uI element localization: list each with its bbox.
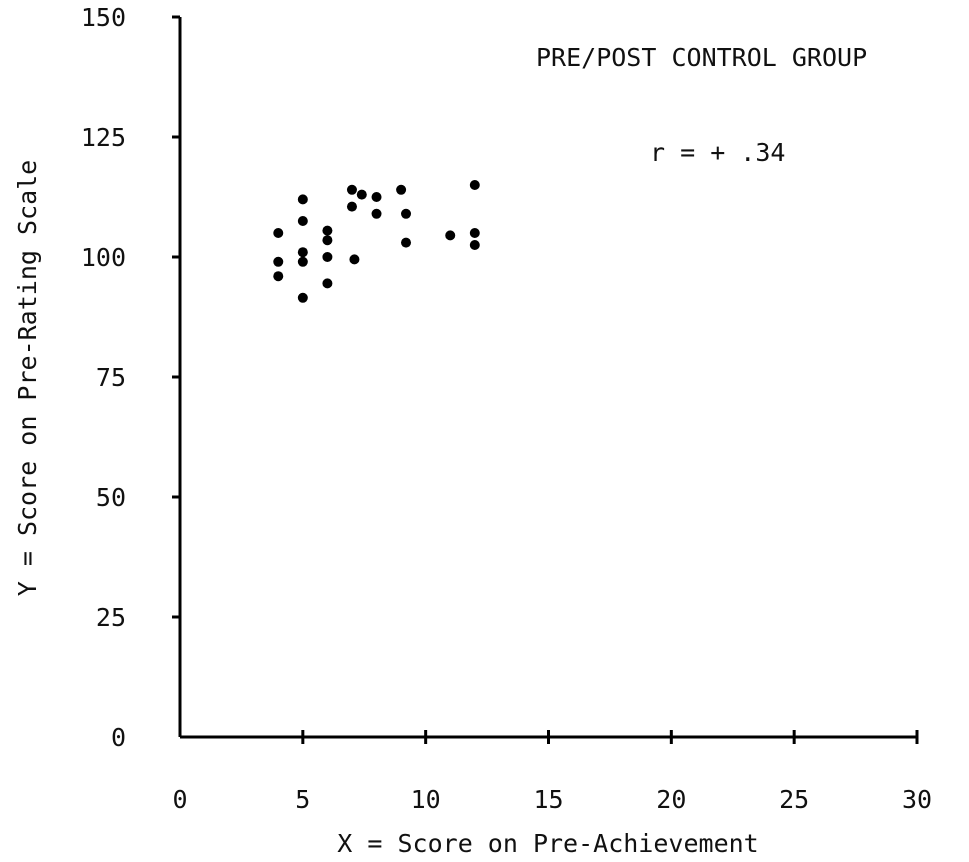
correlation-annotation: r = + .34 — [650, 138, 785, 167]
data-point — [401, 208, 412, 219]
data-point — [371, 192, 382, 202]
data-point — [297, 292, 308, 303]
x-axis-title: X = Score on Pre-Achievement — [337, 829, 758, 858]
data-point — [346, 201, 357, 212]
data-point — [297, 247, 308, 258]
y-tick-label: 100 — [81, 243, 126, 272]
data-point — [396, 184, 407, 195]
data-point — [273, 271, 284, 282]
y-tick-label: 75 — [96, 363, 126, 392]
data-point — [469, 240, 480, 250]
data-point — [297, 194, 308, 205]
data-point — [322, 278, 333, 289]
y-tick-label: 150 — [81, 3, 126, 32]
x-tick-label: 15 — [533, 785, 563, 814]
data-point — [349, 254, 360, 265]
x-tick-label: 20 — [656, 785, 686, 814]
data-points — [273, 180, 480, 303]
data-point — [469, 180, 480, 190]
data-point — [273, 228, 284, 238]
x-tick-label: 25 — [779, 785, 809, 814]
y-axis-ticks: 0 25 50 75 100 125 150 — [81, 3, 180, 752]
data-point — [322, 235, 333, 246]
chart-title: PRE/POST CONTROL GROUP — [536, 43, 867, 72]
data-point — [469, 228, 480, 238]
y-tick-label: 0 — [111, 723, 126, 752]
y-axis-title: Y = Score on Pre-Rating Scale — [13, 160, 42, 597]
y-tick-label: 25 — [96, 603, 126, 632]
y-tick-label: 50 — [96, 483, 126, 512]
data-point — [445, 230, 456, 241]
data-point — [346, 184, 357, 195]
y-tick-label: 125 — [81, 123, 126, 152]
data-point — [322, 252, 333, 262]
data-point — [297, 216, 308, 226]
data-point — [273, 256, 284, 267]
x-tick-label: 5 — [295, 785, 310, 814]
axes — [178, 17, 917, 739]
data-point — [356, 189, 367, 200]
data-point — [322, 225, 333, 236]
data-point — [401, 237, 412, 248]
data-point — [297, 256, 308, 267]
x-tick-label: 30 — [902, 785, 932, 814]
x-tick-label: 0 — [172, 785, 187, 814]
data-point — [371, 208, 382, 219]
x-tick-label: 10 — [411, 785, 441, 814]
x-axis-ticks: 0 5 10 15 20 25 30 — [172, 730, 932, 814]
